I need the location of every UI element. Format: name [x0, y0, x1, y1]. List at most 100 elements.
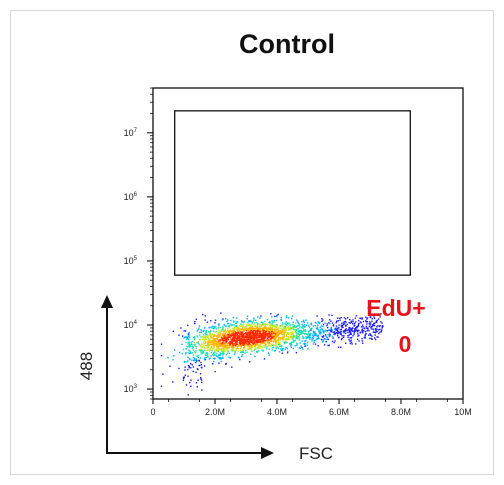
event-dot — [219, 358, 221, 360]
event-dot — [200, 379, 203, 381]
event-dot — [274, 339, 277, 341]
event-dot — [308, 336, 311, 338]
event-dot — [198, 359, 200, 361]
event-dot — [328, 314, 330, 316]
event-dot — [260, 346, 262, 348]
event-dot — [277, 329, 279, 332]
event-dot — [340, 330, 343, 333]
event-dot — [373, 331, 375, 333]
event-dot — [284, 331, 287, 334]
event-dot — [297, 324, 299, 326]
event-dot — [300, 332, 302, 334]
event-dot — [209, 357, 211, 359]
event-dot — [349, 340, 351, 343]
y-tick-base: 10 — [124, 384, 134, 394]
event-dot — [262, 324, 264, 326]
event-dot — [303, 320, 305, 323]
event-dot — [270, 345, 272, 347]
event-dot — [335, 329, 337, 331]
event-dot — [217, 346, 220, 349]
event-dot — [276, 324, 278, 326]
event-dot — [288, 333, 290, 335]
event-dot — [266, 328, 268, 330]
event-dot — [260, 325, 262, 328]
event-dot — [314, 324, 316, 327]
event-dot — [305, 333, 308, 335]
event-dot — [263, 328, 265, 330]
event-dot — [249, 321, 251, 323]
event-dot — [278, 327, 280, 329]
event-dot — [204, 348, 206, 350]
event-dot — [200, 353, 202, 355]
event-dot — [280, 319, 282, 322]
event-dot — [208, 346, 210, 349]
event-dot — [244, 352, 246, 354]
event-dot — [236, 321, 238, 323]
event-dot — [281, 338, 284, 340]
event-dot — [340, 333, 342, 335]
event-dot — [298, 323, 301, 326]
event-dot — [268, 348, 270, 350]
event-dot — [315, 334, 317, 336]
event-dot — [200, 366, 203, 369]
event-dot — [245, 330, 248, 332]
event-dot — [275, 325, 277, 328]
event-dot — [224, 339, 226, 342]
event-dot — [291, 336, 293, 338]
event-dot — [227, 348, 229, 350]
event-dot — [294, 324, 296, 327]
event-dot — [326, 338, 328, 341]
event-dot — [213, 344, 216, 347]
event-dot — [241, 351, 243, 353]
event-dot — [302, 327, 304, 330]
event-dot — [277, 327, 279, 329]
event-dot — [246, 318, 248, 320]
event-dot — [200, 351, 202, 353]
event-dot — [225, 325, 227, 327]
event-dot — [362, 326, 364, 328]
event-dot — [372, 328, 375, 330]
event-dot — [192, 345, 194, 348]
event-dot — [186, 336, 188, 339]
event-dot — [240, 339, 242, 341]
event-dot — [369, 316, 371, 319]
event-dot — [264, 323, 266, 325]
event-dot — [291, 341, 293, 343]
event-dot — [314, 331, 316, 333]
event-dot — [277, 333, 279, 336]
event-dot — [333, 333, 336, 336]
event-dot — [191, 364, 193, 366]
event-dot — [326, 327, 329, 329]
event-dot — [301, 323, 303, 325]
event-dot — [185, 348, 188, 350]
event-dot — [282, 334, 285, 336]
event-dot — [345, 318, 347, 320]
event-dot — [287, 338, 290, 340]
event-dot — [339, 319, 341, 321]
event-dot — [261, 336, 263, 338]
event-dot — [212, 363, 214, 365]
event-dot — [371, 328, 373, 330]
event-dot — [241, 355, 243, 357]
event-dot — [233, 338, 235, 340]
event-dot — [224, 344, 226, 346]
event-dot — [232, 345, 234, 347]
event-dot — [250, 326, 252, 329]
event-dot — [308, 330, 310, 333]
event-dot — [262, 331, 264, 333]
event-dot — [182, 348, 185, 351]
event-dot — [209, 342, 211, 344]
event-dot — [346, 323, 348, 326]
event-dot — [261, 323, 264, 325]
event-dot — [285, 316, 288, 319]
edu-gate[interactable] — [174, 110, 411, 276]
event-dot — [205, 336, 207, 338]
event-dot — [380, 330, 382, 332]
event-dot — [209, 326, 211, 328]
event-dot — [374, 328, 377, 330]
event-dot — [200, 364, 203, 366]
event-dot — [200, 329, 202, 331]
event-dot — [312, 332, 314, 335]
event-dot — [225, 340, 227, 342]
event-dot — [287, 328, 290, 330]
